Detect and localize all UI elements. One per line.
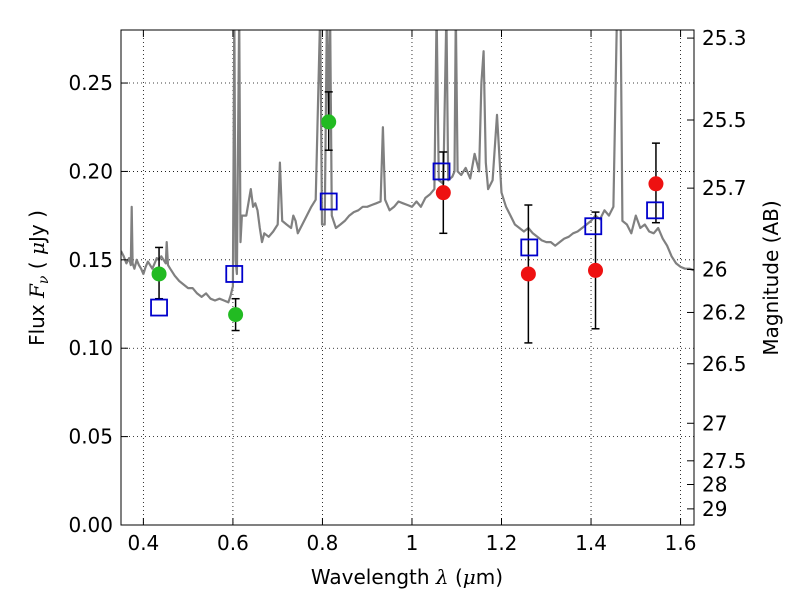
plot-frame [120,29,695,526]
y-tick-label: 0.25 [68,71,113,95]
green-photometry-point [228,307,244,323]
mag-tick-label: 27 [702,411,727,435]
x-tick-label: 1 [406,531,419,555]
x-tick-label: 0.8 [307,531,339,555]
y2-axis-title: Magnitude (AB) [759,200,783,355]
y-axis-title: Flux Fν ( μJy ) [25,210,52,346]
mag-tick-label: 26.5 [702,352,747,376]
y-tick-label: 0.00 [68,513,113,537]
mag-tick-label: 26 [702,257,727,281]
red-photometry-point [435,185,451,201]
spectrum-line [121,30,694,304]
green-photometry-point [321,114,337,130]
y-tick-label: 0.20 [68,159,113,183]
mag-tick-label: 25.5 [702,108,747,132]
red-photometry-point [648,176,664,192]
mag-tick-label: 26.2 [702,300,747,324]
points-layer [150,91,664,344]
green-photometry-point [151,266,167,282]
mag-tick-label: 25.3 [702,26,747,50]
model-photometry-point [584,217,603,236]
x-axis-title: Wavelength λ (μm) [311,565,503,589]
model-photometry-point [646,201,664,220]
grid [121,30,694,526]
mag-tick-label: 25.7 [702,176,747,200]
x-tick-label: 1.6 [665,531,697,555]
x-tick-label: 0.6 [217,531,249,555]
x-tick-label: 1.2 [486,531,518,555]
model-photometry-point [225,265,244,283]
red-photometry-point [588,262,604,278]
y-tick-label: 0.15 [68,248,113,272]
mag-tick-label: 28 [702,473,727,497]
spectrum-layer [121,30,694,304]
y-tick-label: 0.10 [68,336,113,360]
model-photometry-point [432,162,451,181]
mag-tick-label: 29 [702,497,727,521]
x-tick-label: 1.4 [575,531,607,555]
model-photometry-point [520,238,539,257]
model-photometry-point [319,192,338,211]
x-tick-label: 0.4 [127,531,159,555]
y-tick-label: 0.05 [68,425,113,449]
mag-tick-label: 27.5 [702,449,747,473]
model-photometry-point [150,298,168,317]
red-photometry-point [520,266,536,282]
ticks: 0.4 0.6 0.8 1 1.2 1.4 1.6 0.00 0.05 0.10 0.15 0.20 0… [68,26,746,555]
